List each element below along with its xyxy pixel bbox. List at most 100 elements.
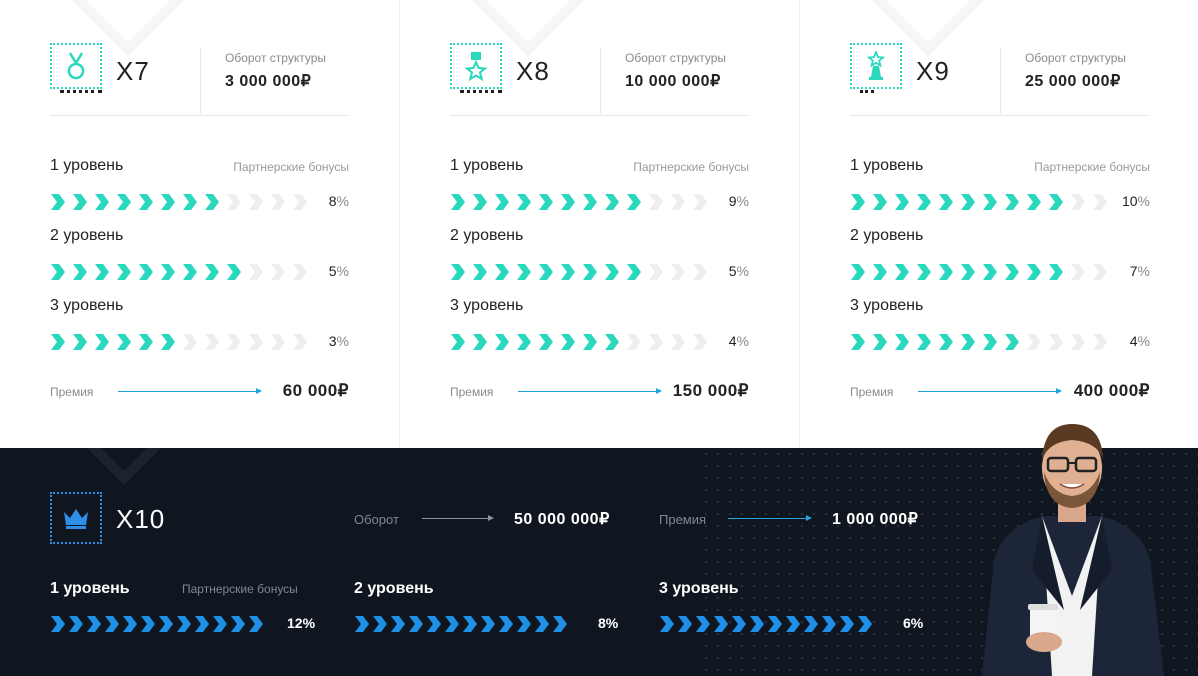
filled-arrow-icon: [851, 334, 865, 350]
filled-arrow-icon: [409, 616, 423, 632]
filled-arrow-icon: [895, 194, 909, 210]
empty-arrow-icon: [671, 194, 685, 210]
turnover-label: Оборот структуры: [225, 51, 327, 65]
level-1-progress: [850, 193, 1108, 211]
level-3-title: 3 уровень: [850, 297, 924, 314]
tiers-section: X7 Оборот структуры 3 000 000₽ Партнерск…: [50, 0, 1198, 448]
divider: [600, 48, 601, 114]
filled-arrow-icon: [177, 616, 191, 632]
filled-arrow-icon: [822, 616, 836, 632]
filled-arrow-icon: [117, 264, 131, 280]
filled-arrow-icon: [714, 616, 728, 632]
filled-arrow-icon: [105, 616, 119, 632]
empty-arrow-icon: [671, 334, 685, 350]
filled-arrow-icon: [561, 334, 575, 350]
level-2-progress: [450, 263, 708, 281]
arrow-line: [728, 515, 812, 521]
level-2-title: 2 уровень: [354, 580, 434, 597]
filled-arrow-icon: [851, 194, 865, 210]
order-star-icon: [464, 52, 488, 81]
divider: [200, 48, 201, 114]
filled-arrow-icon: [535, 616, 549, 632]
filled-arrow-icon: [983, 334, 997, 350]
filled-arrow-icon: [917, 334, 931, 350]
level-3-progress: [50, 333, 308, 351]
filled-arrow-icon: [427, 616, 441, 632]
filled-arrow-icon: [627, 264, 641, 280]
partner-bonus-header: Партнерские бонусы: [1034, 160, 1150, 174]
filled-arrow-icon: [481, 616, 495, 632]
empty-arrow-icon: [293, 194, 307, 210]
level-1-percent: 9%: [728, 193, 749, 209]
filled-arrow-icon: [451, 334, 465, 350]
filled-arrow-icon: [159, 616, 173, 632]
tier-name: X8: [516, 56, 550, 86]
empty-arrow-icon: [1049, 334, 1063, 350]
arrow-line: [422, 515, 494, 521]
filled-arrow-icon: [73, 334, 87, 350]
filled-arrow-icon: [249, 616, 263, 632]
partner-bonus-header: Партнерские бонусы: [633, 160, 749, 174]
turnover-value: 3 000 000₽: [225, 73, 312, 90]
filled-arrow-icon: [583, 264, 597, 280]
filled-arrow-icon: [87, 616, 101, 632]
premium-value: 60 000₽: [282, 381, 349, 400]
tier-card-x8: X8 Оборот структуры 10 000 000₽ Партнерс…: [400, 0, 800, 448]
filled-arrow-icon: [95, 264, 109, 280]
level-2-progress: [850, 263, 1108, 281]
tier-card-x9: X9 Оборот структуры 25 000 000₽ Партнерс…: [800, 0, 1198, 448]
empty-arrow-icon: [693, 334, 707, 350]
level-2-progress: [354, 615, 568, 633]
premium-value: 400 000₽: [1073, 381, 1150, 400]
filled-arrow-icon: [73, 194, 87, 210]
filled-arrow-icon: [1027, 264, 1041, 280]
filled-arrow-icon: [1005, 334, 1019, 350]
filled-arrow-icon: [139, 264, 153, 280]
empty-arrow-icon: [627, 334, 641, 350]
filled-arrow-icon: [373, 616, 387, 632]
filled-arrow-icon: [895, 264, 909, 280]
level-2-progress: [50, 263, 308, 281]
filled-arrow-icon: [499, 616, 513, 632]
partner-bonus-header: Партнерские бонусы: [182, 582, 298, 596]
level-2-percent: 7%: [1129, 263, 1150, 279]
level-2-percent: 5%: [728, 263, 749, 279]
filled-arrow-icon: [917, 264, 931, 280]
filled-arrow-icon: [678, 616, 692, 632]
filled-arrow-icon: [205, 264, 219, 280]
filled-arrow-icon: [561, 264, 575, 280]
level-3-percent: 4%: [728, 333, 749, 349]
filled-arrow-icon: [139, 334, 153, 350]
filled-arrow-icon: [539, 334, 553, 350]
filled-arrow-icon: [517, 616, 531, 632]
empty-arrow-icon: [1071, 194, 1085, 210]
filled-arrow-icon: [517, 334, 531, 350]
empty-arrow-icon: [1093, 194, 1107, 210]
filled-arrow-icon: [391, 616, 405, 632]
filled-arrow-icon: [873, 264, 887, 280]
level-3-percent: 3%: [328, 333, 349, 349]
filled-arrow-icon: [69, 616, 83, 632]
turnover-label: Оборот: [354, 512, 399, 527]
filled-arrow-icon: [895, 334, 909, 350]
filled-arrow-icon: [51, 194, 65, 210]
tier-name: X10: [116, 504, 166, 534]
turnover-label: Оборот структуры: [625, 51, 727, 65]
level-3-title: 3 уровень: [50, 297, 124, 314]
filled-arrow-icon: [961, 264, 975, 280]
empty-arrow-icon: [649, 194, 663, 210]
decorative-chevron: [73, 448, 175, 485]
premium-label: Премия: [50, 385, 94, 399]
filled-arrow-icon: [768, 616, 782, 632]
filled-arrow-icon: [917, 194, 931, 210]
filled-arrow-icon: [161, 264, 175, 280]
turnover-value: 25 000 000₽: [1025, 73, 1121, 90]
filled-arrow-icon: [627, 194, 641, 210]
level-2-title: 2 уровень: [450, 227, 524, 244]
arrow-line: [518, 388, 662, 394]
filled-arrow-icon: [939, 334, 953, 350]
level-3-percent: 4%: [1129, 333, 1150, 349]
tier-badge: [50, 492, 102, 544]
filled-arrow-icon: [195, 616, 209, 632]
empty-arrow-icon: [1071, 334, 1085, 350]
